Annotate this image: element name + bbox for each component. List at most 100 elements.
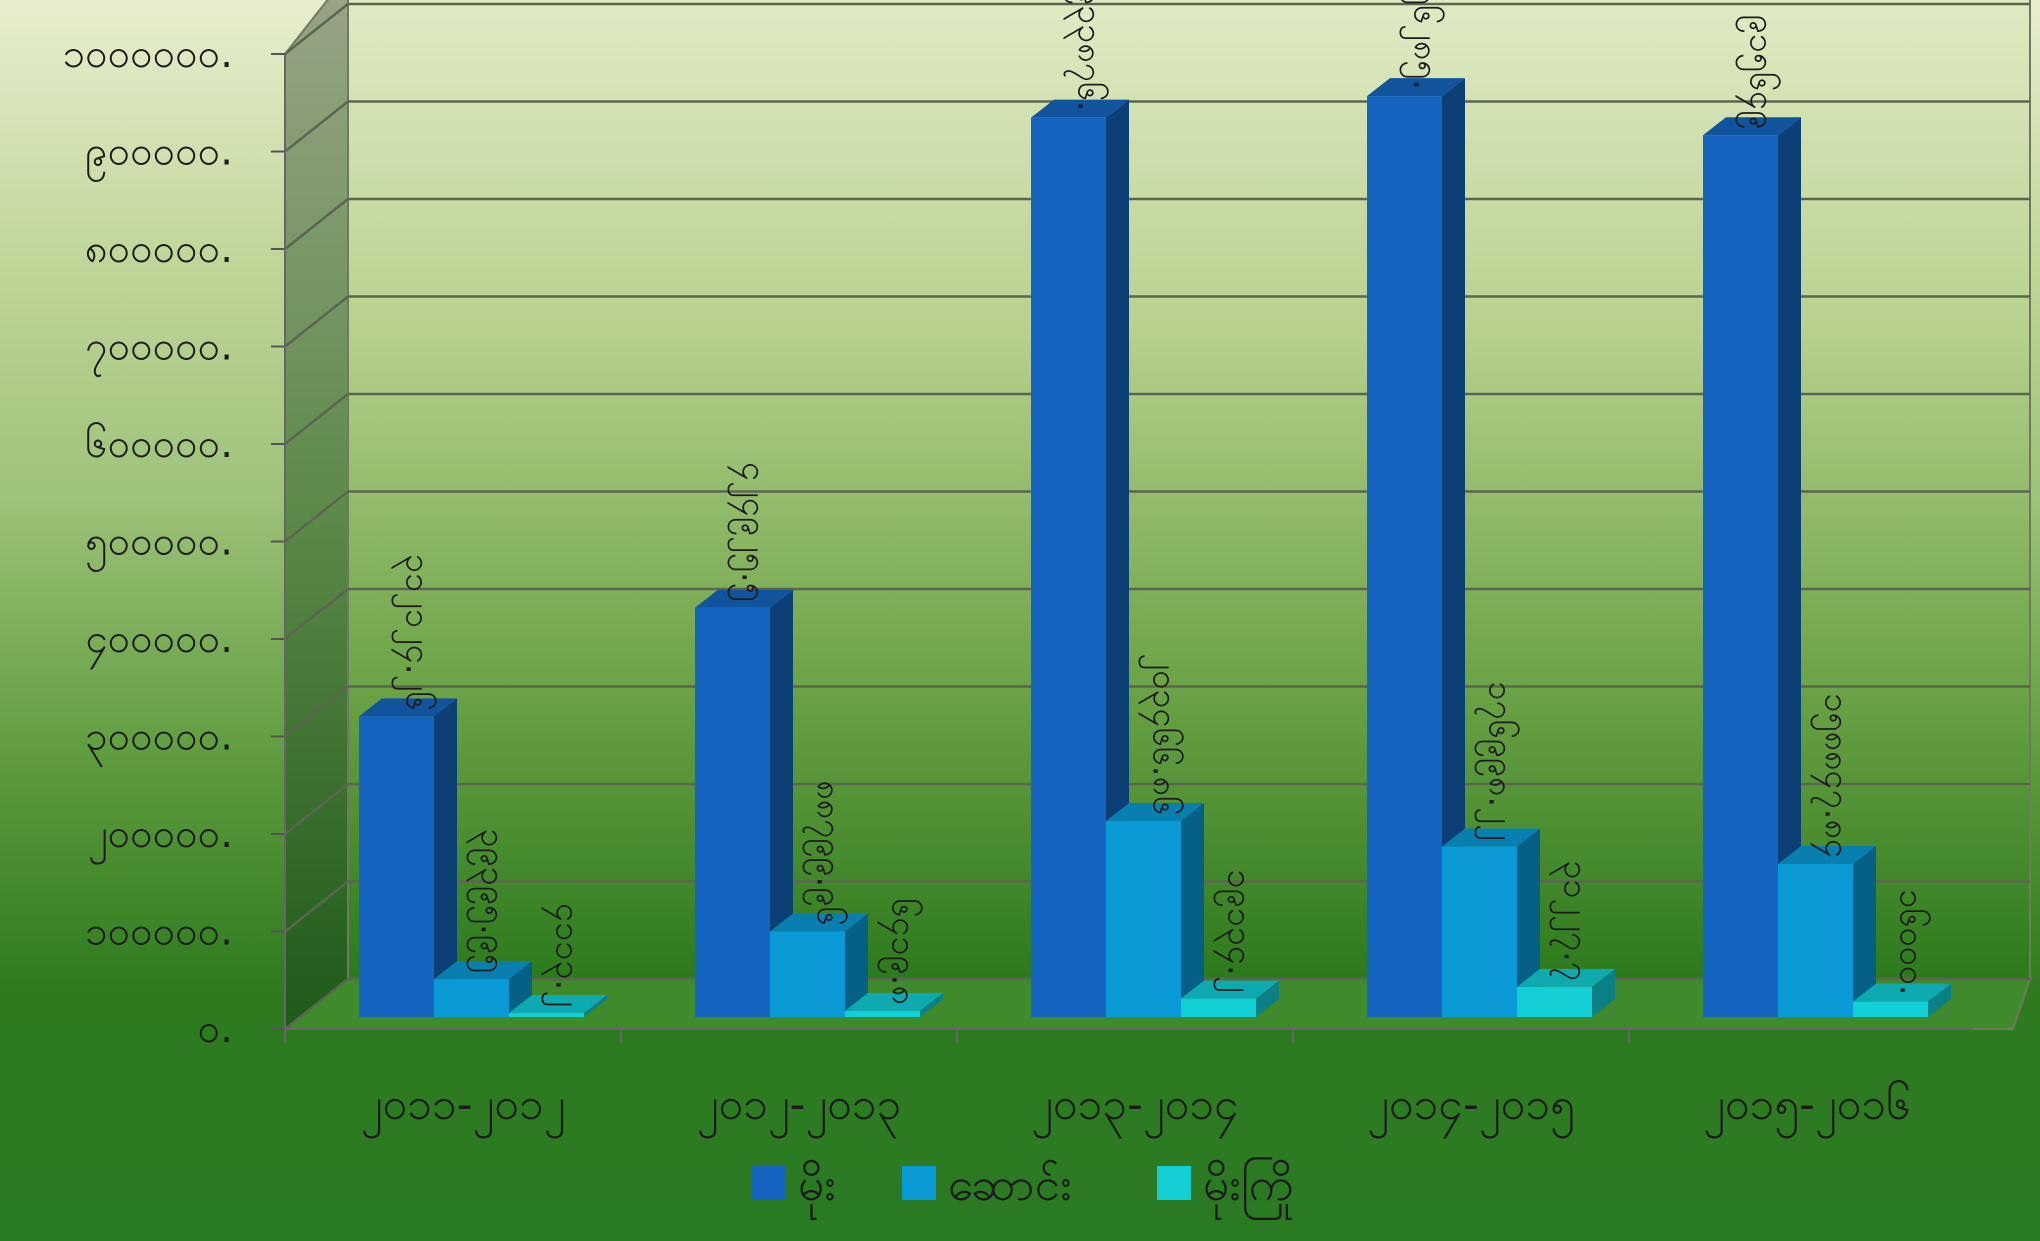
bar-front — [1853, 1001, 1928, 1017]
data-label: ၃၁၂၂၇.၇ — [1550, 860, 1596, 981]
bar-top — [770, 913, 868, 932]
gridline-side — [284, 880, 349, 933]
bar — [1181, 980, 1279, 1017]
bar — [1367, 78, 1465, 1018]
bar — [509, 995, 607, 1017]
gridline-side — [284, 685, 349, 738]
bar — [770, 913, 868, 1017]
bar-front — [434, 979, 509, 1017]
y-tick-label: ၄၀၀၀၀၀. — [85, 616, 233, 670]
bar-side — [584, 995, 607, 1017]
legend-swatch — [1157, 1166, 1191, 1200]
bar-side — [845, 913, 868, 1017]
bar-front — [1442, 846, 1517, 1017]
legend-label: ဆောင်း — [948, 1157, 1072, 1211]
y-tick-label: ၀. — [198, 1006, 233, 1052]
bar-top — [509, 995, 607, 1014]
bar-top — [1853, 983, 1951, 1002]
gridline-side — [284, 100, 349, 153]
x-tick-label: ၂၀၁၃-၂၀၁၄ — [1031, 1079, 1239, 1139]
bars — [359, 78, 1951, 1018]
data-label: ၂၀၃၄၆၆.၈၆ — [1139, 653, 1185, 815]
legend-item: မိုး — [752, 1157, 836, 1221]
bar-side — [1106, 99, 1129, 1017]
data-label: ၃၁၂၁၂၄.၂၆ — [392, 554, 438, 711]
bar-top — [434, 961, 532, 980]
bar-front — [1181, 998, 1256, 1017]
bar-top — [845, 992, 943, 1011]
bar-top — [695, 589, 793, 608]
bar-side — [1592, 968, 1615, 1017]
y-tick-label: ၉၀၀၀၀၀. — [85, 129, 233, 183]
bar-front — [1778, 864, 1853, 1017]
data-label: ၆၄၁၉.၈ — [878, 898, 924, 1005]
y-tick-label: ၅၀၀၀၀၀. — [85, 519, 233, 573]
bar-side — [1256, 980, 1279, 1017]
gridline-side — [284, 198, 349, 250]
bar — [1031, 99, 1129, 1017]
bar-top — [1106, 803, 1204, 822]
bar-side — [920, 992, 943, 1017]
gridline-side — [284, 393, 349, 445]
bar-front — [1703, 135, 1778, 1018]
y-tick-label: ၈၀၀၀၀၀. — [85, 226, 233, 272]
bar-top — [1031, 99, 1129, 118]
bar-top — [1778, 846, 1876, 865]
bar-front — [359, 716, 434, 1017]
bar — [1517, 968, 1615, 1017]
bar — [1853, 983, 1951, 1017]
y-tick-label: ၁၀၀၀၀၀၀. — [63, 31, 233, 77]
gridline-side — [284, 295, 349, 348]
bar-front — [1517, 986, 1592, 1017]
x-axis: ၂၀၁၁-၂၀၁၂ ၂၀၁၂-၂၀၁၃ ၂၀၁၃-၂၀၁၄ ၂၀၁၄-၂၀၁၅ ၂၀၁၅… — [284, 1028, 1975, 1139]
data-label: ၁၆၀၀၀. — [1892, 889, 1932, 995]
data-label: ၃၉၃၉၅.၉၅ — [467, 828, 513, 973]
bar-top — [359, 698, 457, 717]
bar-side — [1181, 803, 1204, 1017]
gridline-side — [284, 3, 349, 55]
bar — [1778, 846, 1876, 1017]
bar-front — [1106, 821, 1181, 1017]
legend-swatch — [752, 1166, 786, 1200]
x-tick-label: ၂၀၁၂-၂၀၁၃ — [697, 1079, 901, 1139]
bar-front — [845, 1010, 920, 1017]
bar — [1703, 117, 1801, 1018]
bar-side — [770, 589, 793, 1017]
gridline-side — [284, 783, 349, 835]
bar — [1442, 828, 1540, 1017]
data-label: ၄၂၄၉၂၅.၅ — [728, 462, 774, 602]
legend: မိုး ဆောင်း မိုးကြို — [752, 1156, 1294, 1221]
bar-side — [1442, 78, 1465, 1018]
legend-label: မိုး — [798, 1157, 836, 1221]
side-wall — [284, 0, 349, 1032]
data-label: ၉၅၆၂၈၅. — [1400, 0, 1446, 90]
bar-top — [1442, 828, 1540, 847]
x-tick-label: ၂၀၁၄-၂၀၁၅ — [1367, 1079, 1575, 1139]
legend-label: မိုးကြို — [1203, 1156, 1294, 1221]
bar-side — [1778, 117, 1801, 1018]
bar — [845, 992, 943, 1017]
y-tick-label: ၇၀၀၀၀၀. — [85, 324, 233, 378]
bar-front — [770, 931, 845, 1017]
y-axis: ၀. ၁၀၀၀၀၀. ၂၀၀၀၀၀. ၃၀၀၀၀၀. ၄၀၀၀၀၀. ၅၀၀၀၀၀. ၆၀၀… — [63, 31, 286, 1052]
bar-top — [1703, 117, 1801, 136]
data-label: ၁၉၁၃၄.၂ — [1214, 869, 1260, 992]
y-tick-label: ၂၀၀၀၀၀. — [88, 811, 233, 865]
bar-top — [1517, 968, 1615, 987]
bar-top — [1367, 78, 1465, 97]
data-label: ၉၁၅၆၄၉ — [1736, 14, 1782, 129]
data-label: ၄၁၁၃.၂ — [542, 903, 588, 1007]
gridline-side — [284, 978, 349, 1030]
bar-front — [1367, 96, 1442, 1018]
legend-item: မိုးကြို — [1157, 1156, 1294, 1221]
bar — [1106, 803, 1204, 1017]
bar-top — [1181, 980, 1279, 999]
gridline-side — [284, 490, 349, 543]
y-tick-label: ၃၀၀၀၀၀. — [85, 714, 233, 768]
y-tick-label: ၆၀၀၀၀၀. — [85, 421, 233, 467]
y-tick-label: ၁၀၀၀၀၀. — [85, 909, 233, 955]
data-label: ၉၃၃၈၇၆. — [1064, 0, 1110, 112]
bar-side — [1928, 983, 1951, 1017]
legend-swatch — [902, 1166, 936, 1200]
